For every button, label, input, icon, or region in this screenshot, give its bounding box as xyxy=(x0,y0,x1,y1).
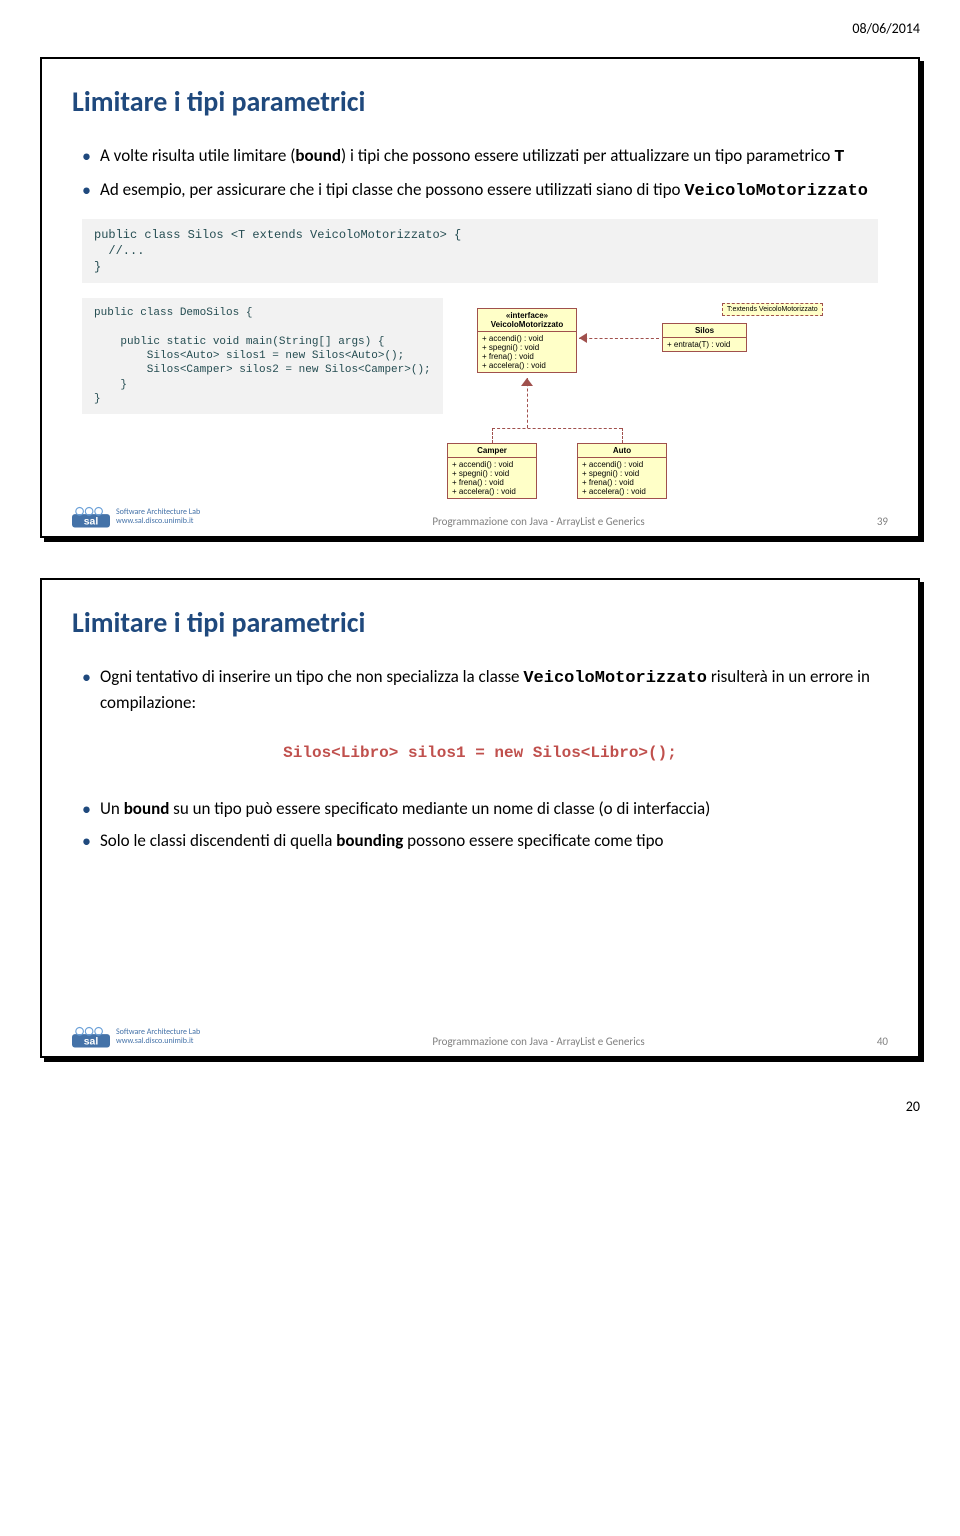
uml-op: + spegni() : void xyxy=(482,343,572,352)
uml-op: + entrata(T) : void xyxy=(667,340,742,349)
uml-op: + accendi() : void xyxy=(582,460,662,469)
arrow-icon xyxy=(579,333,587,343)
bold-text: bound xyxy=(124,798,170,819)
page-date: 08/06/2014 xyxy=(40,20,920,37)
uml-name: VeicoloMotorizzato xyxy=(482,320,572,329)
uml-op: + accelera() : void xyxy=(482,361,572,370)
text: Un xyxy=(100,798,124,819)
uml-op: + frena() : void xyxy=(452,478,532,487)
logo-block: sal Software Architecture Lab www.sal.di… xyxy=(72,1026,200,1048)
uml-op: + spegni() : void xyxy=(582,469,662,478)
uml-interface-box: «interface» VeicoloMotorizzato + accendi… xyxy=(477,308,577,373)
text: T:extends VeicoloMotorizzato xyxy=(727,306,818,313)
uml-body: + accendi() : void + spegni() : void + f… xyxy=(578,458,666,498)
mono-text: VeicoloMotorizzato xyxy=(684,182,868,201)
uml-op: + frena() : void xyxy=(482,352,572,361)
text: su un tipo può essere specificato median… xyxy=(169,798,710,819)
uml-generic-param: T:extends VeicoloMotorizzato xyxy=(722,303,823,316)
slide1-bullets: A volte risulta utile limitare (bound) i… xyxy=(72,144,888,204)
slide-number: 39 xyxy=(877,515,888,528)
slide-number: 40 xyxy=(877,1035,888,1048)
slide-footer: sal Software Architecture Lab www.sal.di… xyxy=(72,1026,888,1048)
footer-center: Programmazione con Java - ArrayList e Ge… xyxy=(432,515,644,528)
bullet-item: A volte risulta utile limitare (bound) i… xyxy=(82,144,888,170)
bullet-item: Ad esempio, per assicurare che i tipi cl… xyxy=(82,178,888,204)
slide-1: Limitare i tipi parametrici A volte risu… xyxy=(40,57,920,538)
logo-text: Software Architecture Lab www.sal.disco.… xyxy=(116,508,200,527)
sal-logo-icon: sal xyxy=(72,1026,110,1048)
lab-url: www.sal.disco.unimib.it xyxy=(116,1037,200,1047)
svg-text:sal: sal xyxy=(84,1037,99,1048)
uml-silos-box: Silos + entrata(T) : void xyxy=(662,323,747,352)
code-line-wrapper: Silos<Libro> silos1 = new Silos<Libro>()… xyxy=(72,743,888,762)
mono-text: T xyxy=(834,148,844,167)
uml-connector xyxy=(492,428,622,429)
sal-logo-icon: sal xyxy=(72,506,110,528)
uml-name: Silos xyxy=(663,324,746,338)
code-block-1: public class Silos <T extends VeicoloMot… xyxy=(82,219,878,284)
uml-stereo: «interface» xyxy=(482,311,572,320)
bullet-item: Un bound su un tipo può essere specifica… xyxy=(82,797,888,821)
mono-text: VeicoloMotorizzato xyxy=(523,669,707,688)
svg-text:sal: sal xyxy=(84,517,99,528)
text: Solo le classi discendenti di quella xyxy=(100,830,336,851)
bold-text: bounding xyxy=(336,830,403,851)
uml-op: + accendi() : void xyxy=(452,460,532,469)
uml-name: Camper xyxy=(448,444,536,458)
slide2-title: Limitare i tipi parametrici xyxy=(72,605,888,640)
uml-connector xyxy=(579,338,659,339)
uml-op: + frena() : void xyxy=(582,478,662,487)
text: Ad esempio, per assicurare che i tipi cl… xyxy=(100,179,684,200)
footer-center: Programmazione con Java - ArrayList e Ge… xyxy=(432,1035,644,1048)
text: ) i tipi che possono essere utilizzati p… xyxy=(341,145,834,166)
uml-connector xyxy=(622,428,623,443)
bullet-item: Ogni tentativo di inserire un tipo che n… xyxy=(82,665,888,715)
uml-auto-box: Auto + accendi() : void + spegni() : voi… xyxy=(577,443,667,499)
uml-op: + accelera() : void xyxy=(582,487,662,496)
code-block-2: public class DemoSilos { public static v… xyxy=(82,298,443,414)
lab-url: www.sal.disco.unimib.it xyxy=(116,517,200,527)
uml-head: «interface» VeicoloMotorizzato xyxy=(478,309,576,332)
bold-text: bound xyxy=(295,145,341,166)
text: Ogni tentativo di inserire un tipo che n… xyxy=(100,666,523,687)
uml-op: + accelera() : void xyxy=(452,487,532,496)
slide2-bullets: Ogni tentativo di inserire un tipo che n… xyxy=(72,665,888,715)
slide-2: Limitare i tipi parametrici Ogni tentati… xyxy=(40,578,920,1058)
arrow-icon xyxy=(521,378,533,386)
uml-body: + accendi() : void + spegni() : void + f… xyxy=(478,332,576,372)
uml-camper-box: Camper + accendi() : void + spegni() : v… xyxy=(447,443,537,499)
uml-connector xyxy=(492,428,493,443)
slide2-bullets-2: Un bound su un tipo può essere specifica… xyxy=(72,797,888,853)
uml-op: + spegni() : void xyxy=(452,469,532,478)
uml-body: + entrata(T) : void xyxy=(663,338,746,351)
code-inline: Silos<Libro> silos1 = new Silos<Libro>()… xyxy=(283,744,677,762)
uml-diagram: public class DemoSilos { public static v… xyxy=(82,298,888,528)
slide1-title: Limitare i tipi parametrici xyxy=(72,84,888,119)
logo-block: sal Software Architecture Lab www.sal.di… xyxy=(72,506,200,528)
bullet-item: Solo le classi discendenti di quella bou… xyxy=(82,829,888,853)
text: possono essere specificate come tipo xyxy=(403,830,663,851)
uml-name: Auto xyxy=(578,444,666,458)
text: A volte risulta utile limitare ( xyxy=(100,145,295,166)
uml-body: + accendi() : void + spegni() : void + f… xyxy=(448,458,536,498)
logo-text: Software Architecture Lab www.sal.disco.… xyxy=(116,1028,200,1047)
slide-footer: sal Software Architecture Lab www.sal.di… xyxy=(72,506,888,528)
uml-op: + accendi() : void xyxy=(482,334,572,343)
page-number: 20 xyxy=(40,1098,920,1115)
